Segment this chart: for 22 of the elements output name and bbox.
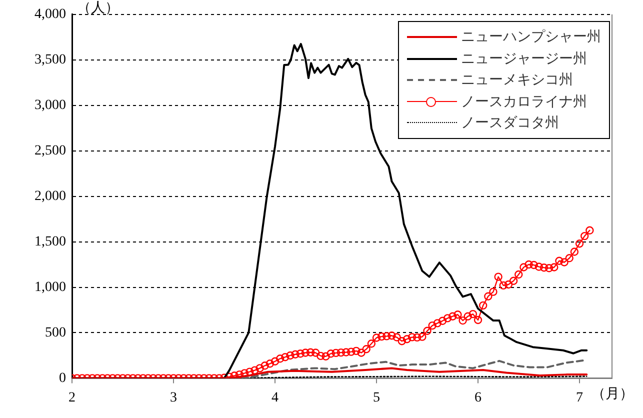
y-tick-label: 3,500 — [34, 52, 66, 68]
y-tick-label: 0 — [59, 370, 66, 386]
legend-label: ノースダコタ州 — [461, 114, 559, 132]
y-axis-title: （人） — [77, 0, 119, 16]
y-tick-label: 1,000 — [34, 280, 66, 295]
x-tick-label: 6 — [474, 390, 482, 406]
x-tick-label: 7 — [576, 390, 584, 406]
y-tick-label: 2,500 — [34, 143, 66, 158]
y-tick-label: 3,000 — [34, 98, 66, 114]
y-tick-label: 500 — [45, 325, 66, 340]
legend-label: ニューハンプシャー州 — [461, 28, 601, 46]
x-tick-label: 4 — [272, 390, 279, 406]
x-tick-label: 2 — [68, 390, 76, 406]
x-axis-title: （月） — [592, 386, 634, 402]
y-tick-label: 4,000 — [34, 7, 66, 22]
y-tick-label: 2,000 — [34, 188, 66, 204]
y-tick-label: 1,500 — [34, 234, 66, 250]
x-tick-label: 3 — [170, 390, 178, 406]
x-tick-label: 5 — [373, 390, 380, 406]
legend-label: ニュージャージー州 — [461, 50, 587, 68]
legend-label: ニューメキシコ州 — [461, 72, 573, 90]
legend-label: ノースカロライナ州 — [461, 94, 587, 111]
